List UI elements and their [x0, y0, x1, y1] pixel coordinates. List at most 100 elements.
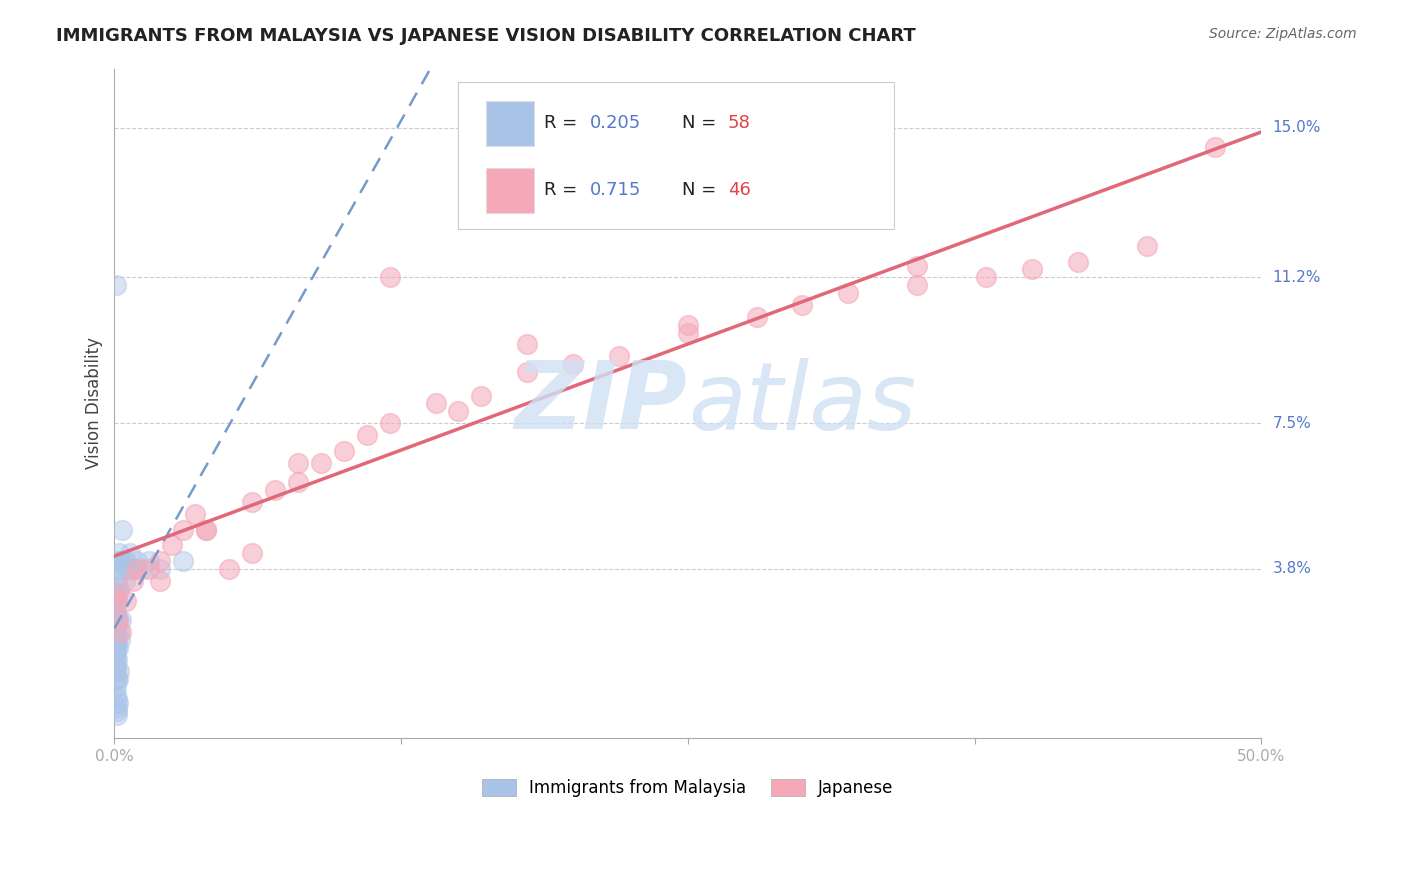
Point [104, 688, 127, 702]
FancyBboxPatch shape [458, 82, 894, 229]
Point [105, 593, 128, 607]
Point [195, 523, 218, 537]
Point [110, 613, 132, 627]
Point [131, 562, 153, 576]
Point [105, 574, 128, 588]
Point [107, 585, 129, 599]
Point [516, 365, 538, 379]
Point [264, 483, 287, 498]
Legend: Immigrants from Malaysia, Japanese: Immigrants from Malaysia, Japanese [475, 772, 900, 804]
Point [1135, 239, 1157, 253]
Point [105, 692, 128, 706]
Point [120, 546, 142, 560]
Point [104, 617, 127, 632]
Point [562, 357, 585, 371]
Point [607, 349, 630, 363]
Point [309, 456, 332, 470]
Point [470, 388, 492, 402]
Point [111, 523, 134, 537]
Point [107, 696, 129, 710]
Point [447, 404, 470, 418]
Point [107, 613, 129, 627]
Point [149, 574, 172, 588]
Text: 46: 46 [728, 181, 751, 200]
Point [837, 286, 859, 301]
Point [104, 629, 127, 643]
Point [114, 574, 136, 588]
Point [105, 593, 128, 607]
Point [104, 645, 127, 659]
Point [105, 699, 128, 714]
Point [149, 562, 172, 576]
Point [183, 507, 205, 521]
Point [127, 562, 149, 576]
Text: 0.205: 0.205 [591, 114, 641, 132]
Y-axis label: Vision Disability: Vision Disability [86, 337, 103, 469]
Text: 7.5%: 7.5% [1272, 416, 1310, 431]
Text: N =: N = [682, 181, 723, 200]
FancyBboxPatch shape [486, 169, 534, 213]
Point [107, 554, 129, 568]
Text: 15.0%: 15.0% [1272, 120, 1320, 135]
Point [104, 657, 127, 671]
Point [108, 632, 131, 647]
Point [905, 259, 928, 273]
Text: R =: R = [544, 181, 583, 200]
Point [287, 456, 309, 470]
Point [105, 652, 128, 666]
Point [104, 632, 127, 647]
Point [121, 574, 143, 588]
Point [1021, 262, 1043, 277]
Point [112, 554, 135, 568]
Point [104, 613, 127, 627]
Point [676, 318, 699, 332]
Point [117, 562, 139, 576]
Point [745, 310, 768, 324]
Point [127, 554, 149, 568]
Text: ZIP: ZIP [515, 358, 688, 450]
Point [110, 625, 132, 640]
Text: N =: N = [682, 114, 723, 132]
Point [104, 585, 127, 599]
Point [104, 640, 127, 655]
Point [516, 337, 538, 351]
Point [107, 673, 129, 687]
Point [104, 590, 127, 604]
Point [470, 160, 492, 174]
Point [172, 554, 194, 568]
Point [108, 562, 131, 576]
Point [111, 562, 134, 576]
Point [105, 707, 128, 722]
Point [115, 593, 138, 607]
Point [105, 673, 128, 687]
Point [104, 605, 127, 619]
Point [107, 640, 129, 655]
Point [160, 538, 183, 552]
Point [425, 396, 447, 410]
Point [104, 673, 127, 687]
Point [676, 326, 699, 340]
Point [107, 613, 129, 627]
Text: 0.715: 0.715 [591, 181, 641, 200]
Point [105, 704, 128, 718]
Point [1067, 254, 1090, 268]
Point [104, 680, 127, 694]
Point [149, 554, 172, 568]
Point [240, 546, 263, 560]
Point [104, 625, 127, 640]
Point [218, 562, 240, 576]
Point [104, 621, 127, 635]
Point [108, 625, 131, 640]
Point [104, 598, 127, 612]
Point [105, 613, 128, 627]
Point [104, 660, 127, 674]
Point [333, 443, 356, 458]
Point [104, 609, 127, 624]
Point [974, 270, 997, 285]
Point [138, 554, 160, 568]
Point [356, 428, 378, 442]
Point [104, 665, 127, 679]
Point [138, 562, 160, 576]
Point [287, 475, 309, 490]
Point [115, 554, 138, 568]
